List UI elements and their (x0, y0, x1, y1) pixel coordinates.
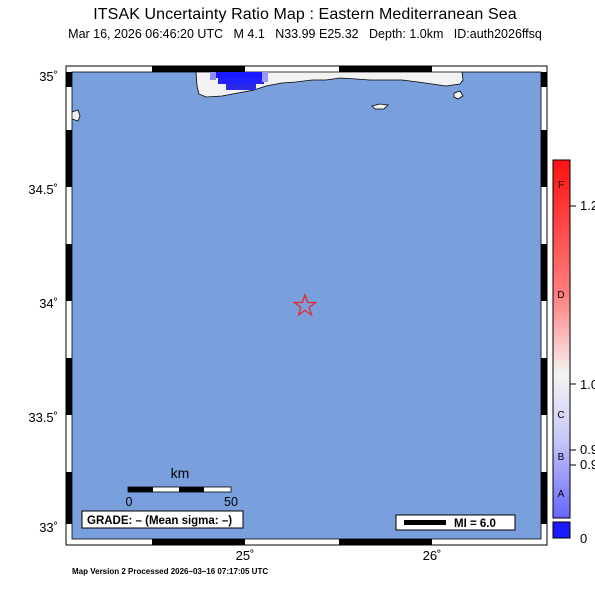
scale-bar-title: km (171, 465, 190, 481)
colorbar-letter-a: A (558, 489, 565, 500)
latitude-frame-ticks (66, 72, 547, 524)
mi-legend-box (395, 514, 516, 531)
colorbar: F D C B A 1.2 1.0 0.9 0.9 0 (552, 159, 595, 546)
colorbar-value-1-2: 1.2 (580, 198, 595, 213)
lat-label-33: 33˚ (39, 520, 58, 535)
sea-area (71, 71, 542, 540)
colorbar-gradient (552, 159, 571, 519)
islet (453, 90, 464, 100)
lat-label-35: 35˚ (39, 69, 58, 84)
scale-bar: km 0 50 (126, 465, 238, 509)
colorbar-letter-f: F (558, 180, 564, 191)
mi-legend-text: MI = 6.0 (454, 518, 496, 530)
colorbar-zero-swatch (552, 521, 571, 539)
epicenter-star-icon (292, 293, 318, 317)
islet (371, 103, 389, 110)
colorbar-letter-c: C (557, 410, 564, 421)
scale-bar-label-50: 50 (224, 495, 238, 509)
islet (72, 109, 81, 122)
grade-box (81, 510, 244, 529)
longitude-frame-ticks (152, 66, 432, 545)
lon-label-25: 25˚ (236, 548, 255, 563)
lon-label-26: 26˚ (423, 548, 442, 563)
lat-label-34: 34˚ (39, 296, 58, 311)
colorbar-value-0: 0 (580, 531, 587, 546)
colorbar-value-1-0: 1.0 (580, 377, 595, 392)
lat-label-34-5: 34.5˚ (28, 182, 58, 197)
processing-footer: Map Version 2 Processed 2026–03–16 07:17… (72, 567, 269, 576)
scale-bar-label-0: 0 (126, 495, 133, 509)
mi-legend-line (404, 520, 446, 525)
colorbar-letter-d: D (557, 290, 564, 301)
grade-text: GRADE: – (Mean sigma: –) (87, 515, 232, 527)
colorbar-value-0-9a: 0.9 (580, 442, 595, 457)
colorbar-value-0-9b: 0.9 (580, 457, 595, 472)
colorbar-letter-b: B (558, 452, 565, 463)
map-title: ITSAK Uncertainty Ratio Map : Eastern Me… (93, 6, 517, 23)
land-areas (72, 72, 464, 122)
lat-label-33-5: 33.5˚ (28, 410, 58, 425)
event-subtitle: Mar 16, 2026 06:46:20 UTC M 4.1 N33.99 E… (68, 27, 542, 41)
